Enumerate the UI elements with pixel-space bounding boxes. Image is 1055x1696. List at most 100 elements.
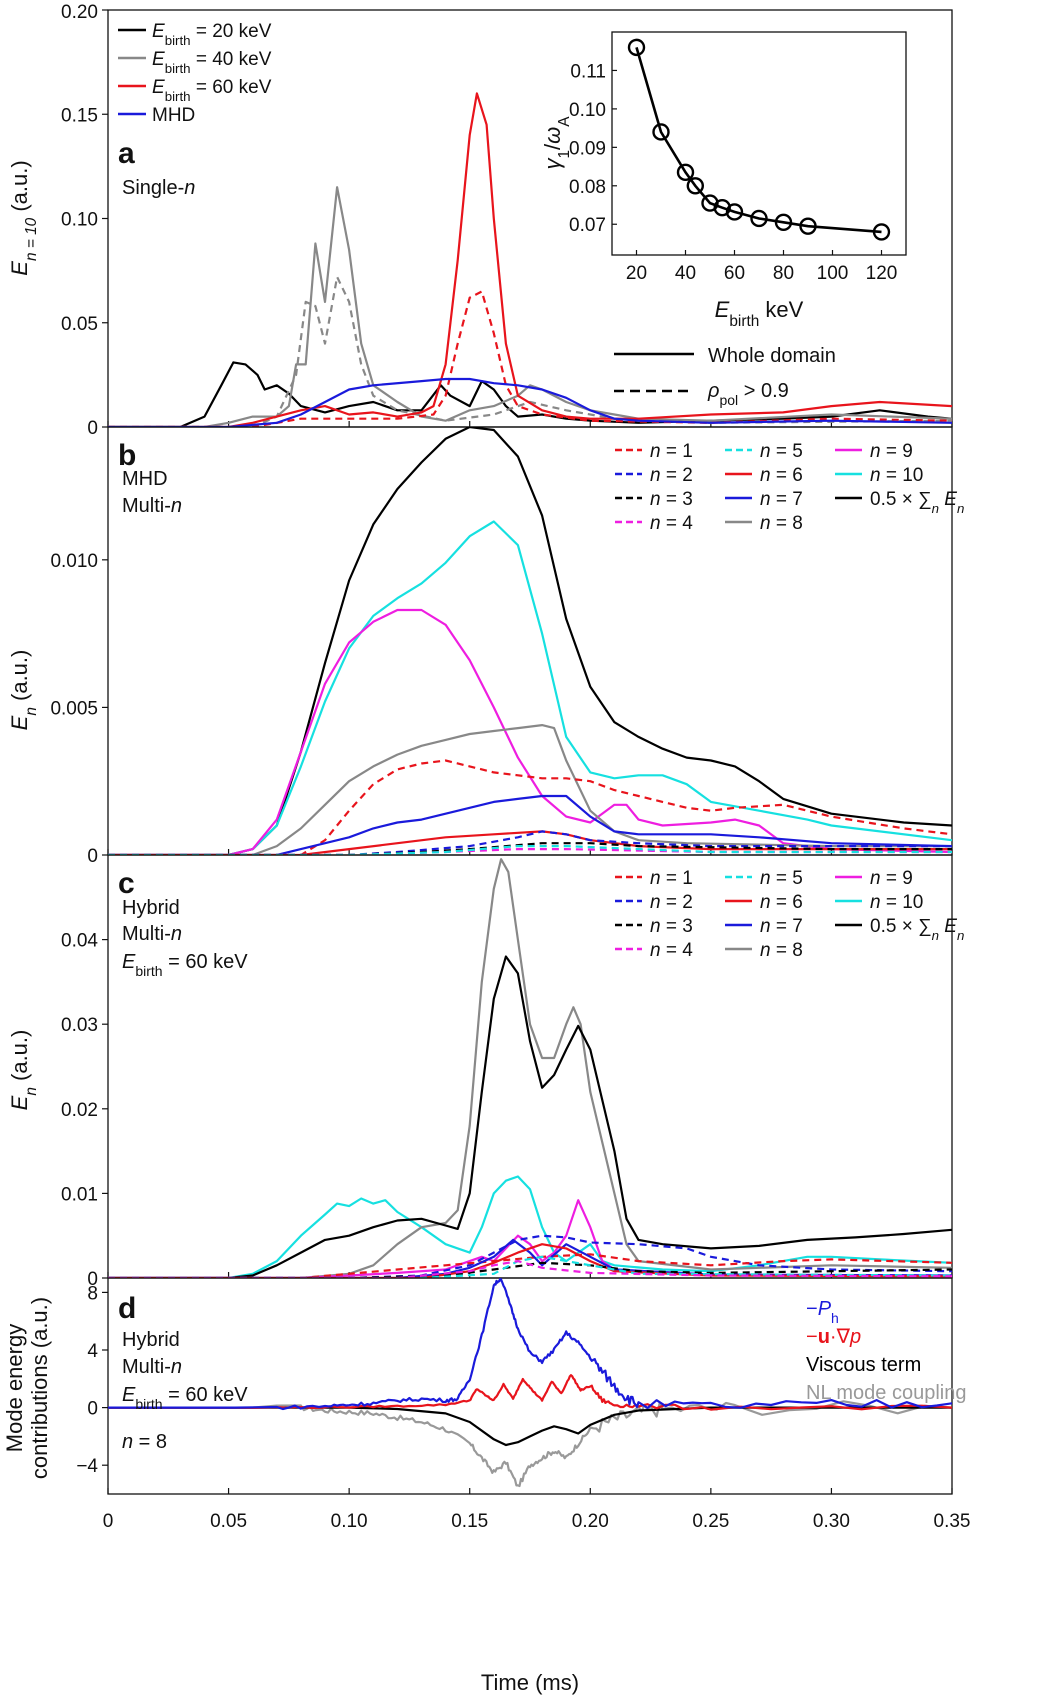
legend-label: n = 2 — [650, 465, 693, 486]
series--u-p — [108, 1374, 952, 1411]
inset-x-tick-label: 40 — [675, 263, 696, 284]
panel-note: Multi-n — [122, 495, 182, 517]
y-tick-label: 0 — [87, 846, 98, 867]
legend-label: −u·∇p — [806, 1326, 861, 1348]
y-axis-label: En (a.u.) — [7, 1030, 40, 1111]
panel-subtitle: Single-n — [122, 177, 195, 199]
series--p-h — [108, 1278, 952, 1411]
inset-marker — [725, 203, 744, 221]
legend-label: 0.5 × ∑n En — [870, 916, 964, 943]
legend-label: Ebirth = 60 keV — [152, 77, 272, 104]
legend-label: n = 10 — [870, 465, 923, 486]
series-viscous-term — [108, 1406, 952, 1447]
y-tick-label: 0.05 — [61, 314, 98, 335]
x-tick-label: 0.35 — [934, 1511, 971, 1532]
panel-b-frame — [107, 426, 953, 856]
inset-marker — [750, 209, 768, 228]
x-tick-label: 0.25 — [692, 1511, 729, 1532]
series-60-kev-pol — [108, 290, 952, 427]
y-axis-label: En (a.u.) — [7, 650, 40, 731]
inset-y-tick-label: 0.10 — [569, 100, 606, 121]
panel-note-n: n = 8 — [122, 1431, 167, 1453]
y-tick-label: 0.03 — [61, 1015, 98, 1036]
legend-label: n = 8 — [760, 513, 803, 534]
y-tick-label: 0.01 — [61, 1184, 98, 1205]
inset-chart: 20 40 60 80 100 120 0.07 0.08 0.09 0.10 0.11 Ebirth… — [540, 31, 907, 330]
series-group — [108, 1278, 952, 1488]
x-tick-label: 0.15 — [451, 1511, 488, 1532]
legend-label: n = 4 — [650, 513, 693, 534]
series-n-9 — [108, 608, 952, 855]
inset-marker — [676, 163, 695, 182]
y-tick-label: 8 — [87, 1283, 98, 1304]
legend-label: n = 9 — [870, 441, 913, 462]
x-tick-label: 0 — [103, 1511, 114, 1532]
inset-y-tick-label: 0.11 — [570, 61, 606, 82]
series-sum — [108, 427, 952, 855]
x-tick-label: 0.20 — [572, 1511, 609, 1532]
legend-label: n = 5 — [760, 868, 803, 889]
legend-label: Viscous term — [806, 1354, 921, 1376]
y-tick-label: 0.04 — [61, 931, 98, 952]
legend-label: n = 5 — [760, 441, 803, 462]
y-axis-label: contributions (a.u.) — [27, 1297, 52, 1479]
legend-label: n = 3 — [650, 489, 693, 510]
inset-marker — [774, 213, 793, 232]
panel-d-frame — [107, 1277, 953, 1495]
y-tick-label: 0 — [87, 1269, 98, 1290]
legend-label: n = 9 — [870, 868, 913, 889]
inset-y-tick-label: 0.08 — [569, 177, 606, 198]
inset-y-tick-label: 0.09 — [569, 138, 606, 159]
panel-letter: a — [118, 137, 135, 170]
y-tick-label: 4 — [87, 1341, 98, 1362]
x-tick-label: 0.30 — [813, 1511, 850, 1532]
panel-note: Hybrid — [122, 1329, 180, 1351]
series-40-kev-whole — [108, 186, 952, 427]
legend-label: n = 8 — [760, 940, 803, 961]
inset-frame — [611, 31, 907, 256]
series-n-10 — [108, 520, 952, 855]
series-n-9 — [108, 1199, 952, 1278]
legend-label: Ebirth = 40 keV — [152, 49, 272, 76]
y-tick-label: 0.005 — [50, 698, 98, 719]
series-group — [108, 92, 952, 427]
inset-y-tick-label: 0.07 — [569, 215, 606, 236]
y-tick-label: 0.20 — [61, 2, 98, 23]
inset-x-tick-label: 60 — [724, 263, 745, 284]
legend-label: NL mode coupling — [806, 1382, 966, 1404]
inset-x-tick-label: 20 — [626, 263, 647, 284]
panel-d: −4 0 4 8 d Hybrid Multi-n Ebirth = 60 keV n = 8 M… — [2, 1277, 966, 1495]
y-tick-label: 0.010 — [50, 551, 98, 572]
panel-note: Ebirth = 60 keV — [122, 1384, 248, 1412]
legend-label: n = 7 — [760, 489, 803, 510]
legend-label: n = 6 — [760, 892, 803, 913]
series-nl-mode-coupling — [108, 1400, 952, 1488]
x-axis: 0 0.05 0.10 0.15 0.20 0.25 0.30 0.35 Time (ms) — [103, 1511, 971, 1695]
series-n-1 — [108, 759, 952, 855]
series-group — [108, 427, 952, 855]
series-20-kev-whole — [108, 361, 952, 427]
series-sum — [108, 955, 952, 1278]
inset-x-tick-label: 120 — [866, 263, 898, 284]
panel-note: Hybrid — [122, 897, 180, 919]
inset-marker — [872, 223, 891, 241]
legend-label: Ebirth = 20 keV — [152, 21, 272, 48]
legend-label: n = 4 — [650, 940, 693, 961]
series-60-kev-whole — [108, 92, 952, 427]
series-group — [108, 858, 952, 1278]
inset-marker — [627, 38, 646, 57]
inset-marker — [686, 177, 704, 195]
legend-label: n = 7 — [760, 916, 803, 937]
panel-letter: c — [118, 867, 135, 900]
y-axis-label: En = 10 (a.u.) — [7, 160, 40, 275]
x-tick-label: 0.05 — [210, 1511, 247, 1532]
inset-y-label: γ1/ωA — [540, 116, 573, 170]
style-legend-label: ρpol > 0.9 — [707, 380, 789, 408]
panel-note: Multi-n — [122, 1356, 182, 1378]
inset-marker — [652, 123, 670, 141]
panel-note: MHD — [122, 468, 168, 490]
inset-marker — [799, 217, 817, 235]
series-n-8 — [108, 724, 952, 855]
x-axis-label: Time (ms) — [481, 1670, 579, 1695]
